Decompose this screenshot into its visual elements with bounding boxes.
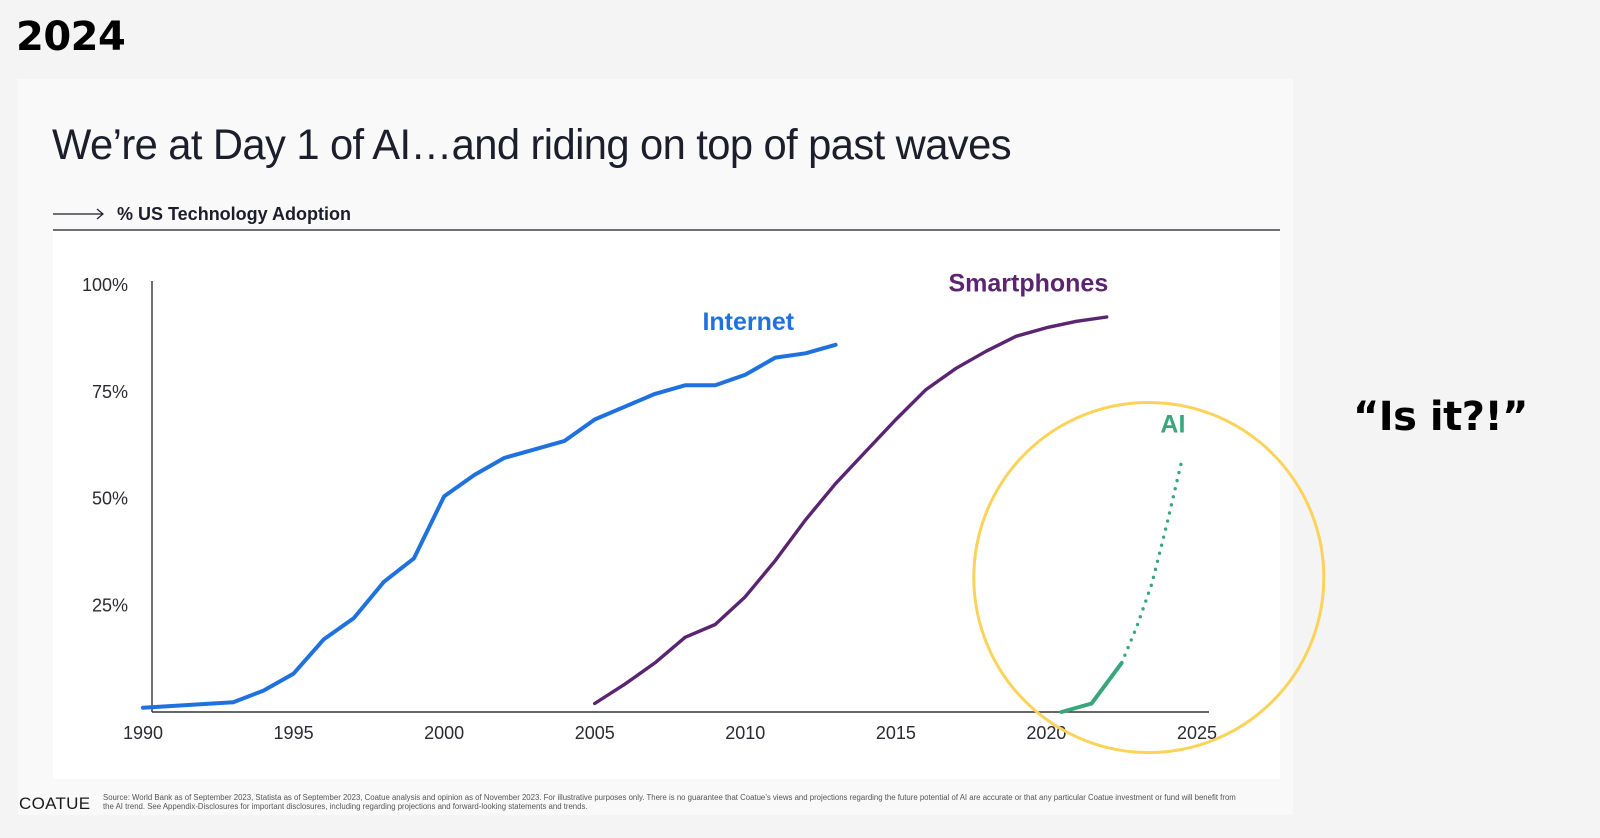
brand-logo: COATUE	[19, 794, 91, 813]
y-tick-label: 25%	[92, 595, 128, 615]
series-label-smartphones: Smartphones	[948, 269, 1108, 297]
x-tick-label: 2005	[575, 723, 615, 743]
slide-footer: COATUE Source: World Bank as of Septembe…	[18, 791, 1293, 815]
side-comment: “Is it?!”	[1353, 394, 1528, 440]
footnote-line-2: the AI trend. See Appendix-Disclosures f…	[103, 802, 588, 811]
x-tick-label: 2015	[876, 723, 916, 743]
y-tick-label: 50%	[92, 489, 128, 509]
annotations	[972, 400, 1326, 754]
y-tick-label: 100%	[82, 275, 128, 295]
series-line-ai	[1059, 660, 1124, 714]
arrow-right-icon	[53, 208, 105, 220]
chart-subhead: % US Technology Adoption	[53, 202, 351, 226]
source-footnote: Source: World Bank as of September 2023,…	[103, 793, 1283, 811]
highlight-circle	[972, 400, 1326, 754]
series-projection-ai	[1119, 458, 1184, 665]
x-tick-label: 2025	[1177, 723, 1217, 743]
tick-labels: 1990 1995 2000 2005 2010 2015 2020 2025 25% 50% 75…	[82, 275, 1217, 743]
footnote-line-1: Source: World Bank as of September 2023,…	[103, 793, 1236, 802]
x-tick-label: 2000	[424, 723, 464, 743]
series-label-internet: Internet	[702, 308, 794, 336]
series-labels: Internet Smartphones AI	[702, 269, 1185, 438]
slide: We’re at Day 1 of AI…and riding on top o…	[18, 79, 1293, 815]
chart-title: % US Technology Adoption	[117, 203, 351, 224]
x-tick-label: 1990	[123, 723, 163, 743]
x-tick-label: 2020	[1026, 723, 1066, 743]
series-line-smartphones	[593, 315, 1109, 706]
header-rule	[53, 229, 1280, 231]
series-lines	[141, 315, 1184, 714]
x-tick-label: 2010	[725, 723, 765, 743]
y-tick-label: 75%	[92, 382, 128, 402]
year-tag: 2024	[16, 14, 126, 60]
x-tick-label: 1995	[274, 723, 314, 743]
axes	[151, 281, 1209, 713]
series-line-internet	[141, 342, 838, 710]
series-label-ai: AI	[1160, 410, 1185, 438]
slide-title: We’re at Day 1 of AI…and riding on top o…	[52, 121, 1012, 169]
